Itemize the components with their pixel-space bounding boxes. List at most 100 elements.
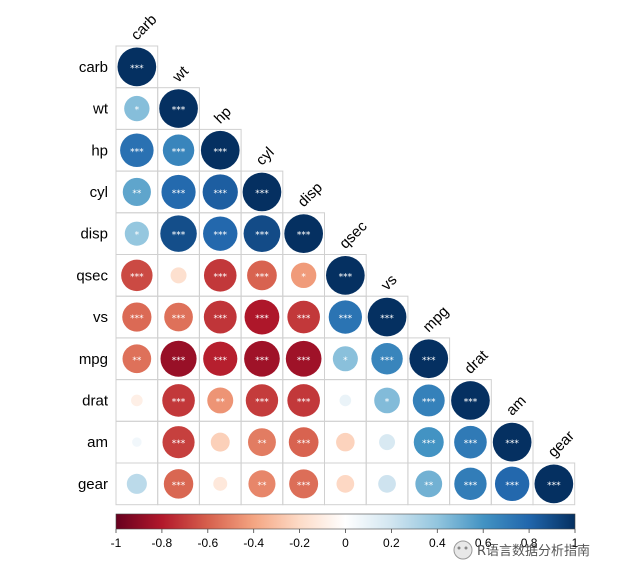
corr-circle-am-carb bbox=[132, 437, 142, 447]
significance-label-drat-cyl: *** bbox=[255, 397, 269, 407]
significance-label-mpg-mpg: *** bbox=[422, 356, 436, 366]
column-label-drat: drat bbox=[461, 347, 492, 378]
significance-label-gear-wt: *** bbox=[172, 481, 186, 491]
column-label-disp: disp bbox=[294, 179, 325, 210]
corr-circle-am-drat bbox=[454, 425, 487, 459]
significance-label-vs-vs: *** bbox=[380, 314, 394, 324]
row-label-carb: carb bbox=[79, 59, 108, 76]
corr-circle-mpg-wt bbox=[160, 340, 197, 377]
significance-label-am-disp: *** bbox=[297, 439, 311, 449]
significance-label-carb-carb: *** bbox=[130, 64, 144, 74]
corr-circle-vs-cyl bbox=[244, 299, 280, 335]
significance-label-wt-wt: *** bbox=[172, 106, 186, 116]
significance-label-mpg-carb: ** bbox=[132, 356, 142, 366]
corr-circle-vs-qsec bbox=[328, 300, 362, 334]
significance-label-wt-carb: * bbox=[135, 106, 140, 116]
colorbar-tick-label--1: -1 bbox=[111, 536, 122, 550]
significance-label-qsec-disp: * bbox=[301, 272, 306, 282]
corr-circle-cyl-carb bbox=[122, 177, 151, 207]
cell-grid bbox=[115, 45, 576, 506]
corr-circle-drat-carb bbox=[131, 394, 143, 407]
row-labels: carb wt hp cyl disp qsec vs mpg drat am gear bbox=[76, 59, 109, 493]
wechat-icon bbox=[453, 540, 473, 560]
corr-circle-disp-cyl bbox=[243, 215, 281, 253]
significance-label-am-am: *** bbox=[505, 439, 519, 449]
significance-label-vs-cyl: *** bbox=[255, 314, 269, 324]
corr-circle-hp-hp bbox=[200, 130, 240, 170]
corr-circle-vs-carb bbox=[122, 302, 152, 332]
significance-label-hp-hp: *** bbox=[214, 147, 228, 157]
significance-label-mpg-hp: *** bbox=[214, 356, 228, 366]
significance-label-mpg-qsec: * bbox=[343, 356, 348, 366]
corr-circle-gear-hp bbox=[213, 476, 228, 491]
significance-label-disp-carb: * bbox=[135, 231, 140, 241]
corr-circle-drat-qsec bbox=[339, 394, 352, 407]
column-label-mpg: mpg bbox=[420, 303, 453, 336]
corr-circle-drat-wt bbox=[162, 384, 195, 417]
cell-gear-gear bbox=[532, 462, 576, 506]
corr-circle-wt-wt bbox=[159, 89, 198, 128]
corr-circle-qsec-hp bbox=[203, 259, 237, 292]
colorbar-tick-label-1: 1 bbox=[572, 536, 579, 550]
corr-circle-drat-vs bbox=[374, 387, 400, 414]
corr-circle-cyl-wt bbox=[161, 174, 196, 210]
significance-label-mpg-disp: *** bbox=[297, 356, 311, 366]
corr-circle-qsec-carb bbox=[121, 259, 153, 292]
row-label-disp: disp bbox=[80, 226, 108, 243]
column-label-cyl: cyl bbox=[253, 144, 278, 169]
row-label-gear: gear bbox=[78, 476, 108, 493]
colorbar-tick-label--0.8: -0.8 bbox=[152, 536, 173, 550]
significance-label-gear-gear: *** bbox=[547, 481, 561, 491]
column-label-wt: wt bbox=[169, 62, 193, 86]
corr-circle-vs-wt bbox=[164, 302, 193, 332]
corr-circle-am-wt bbox=[162, 426, 195, 459]
corr-circle-am-vs bbox=[379, 434, 396, 451]
significance-label-cyl-hp: *** bbox=[214, 189, 228, 199]
colorbar-tick-label-0.2: 0.2 bbox=[383, 536, 400, 550]
colorbar-tick-label--0.2: -0.2 bbox=[289, 536, 310, 550]
corr-circle-am-cyl bbox=[248, 428, 276, 457]
significance-label-drat-wt: *** bbox=[172, 397, 186, 407]
wechat-icon-eye-left bbox=[457, 546, 461, 550]
corr-circle-gear-disp bbox=[289, 469, 319, 499]
corr-circle-qsec-cyl bbox=[247, 260, 277, 291]
corr-circle-gear-cyl bbox=[248, 470, 276, 498]
wechat-icon-eye-right bbox=[464, 546, 468, 550]
corr-circle-mpg-qsec bbox=[332, 346, 358, 372]
significance-label-qsec-qsec: *** bbox=[339, 272, 353, 282]
row-label-hp: hp bbox=[91, 142, 108, 159]
corr-circle-disp-disp bbox=[284, 214, 323, 253]
corr-circle-am-disp bbox=[288, 427, 319, 458]
significance-label-hp-carb: *** bbox=[130, 147, 144, 157]
circle-layer: **** ****** *** ***** *** *** **** *** *** *** ***… bbox=[117, 47, 574, 504]
corr-circle-gear-vs bbox=[378, 474, 396, 493]
colorbar-tick-label--0.4: -0.4 bbox=[243, 536, 264, 550]
corr-circle-qsec-qsec bbox=[326, 256, 365, 295]
corr-circle-am-am bbox=[492, 422, 532, 462]
colorbar-tick-label-0: 0 bbox=[342, 536, 349, 550]
significance-label-drat-disp: *** bbox=[297, 397, 311, 407]
corr-circle-carb-carb bbox=[117, 47, 157, 87]
significance-label-drat-vs: * bbox=[385, 397, 390, 407]
corr-circle-gear-carb bbox=[126, 473, 147, 494]
corr-circle-hp-carb bbox=[120, 133, 154, 168]
significance-label-cyl-cyl: *** bbox=[255, 189, 269, 199]
corr-circle-vs-hp bbox=[203, 300, 237, 334]
corr-circle-wt-carb bbox=[124, 95, 150, 122]
corr-circle-vs-disp bbox=[287, 300, 320, 334]
corr-circle-mpg-hp bbox=[203, 341, 238, 376]
significance-label-drat-drat: *** bbox=[464, 397, 478, 407]
corr-circle-mpg-disp bbox=[285, 340, 322, 377]
watermark-text: R语言数据分析指南 bbox=[477, 543, 590, 559]
corr-circle-qsec-wt bbox=[170, 267, 187, 284]
significance-label-vs-hp: *** bbox=[214, 314, 228, 324]
significance-label-mpg-wt: *** bbox=[172, 356, 186, 366]
corr-circle-gear-gear bbox=[534, 464, 574, 504]
row-label-am: am bbox=[87, 434, 108, 451]
significance-label-mpg-cyl: *** bbox=[255, 356, 269, 366]
corr-circle-drat-mpg bbox=[412, 384, 445, 417]
significance-label-am-wt: *** bbox=[172, 439, 186, 449]
column-label-gear: gear bbox=[545, 428, 578, 461]
significance-label-am-drat: *** bbox=[464, 439, 478, 449]
